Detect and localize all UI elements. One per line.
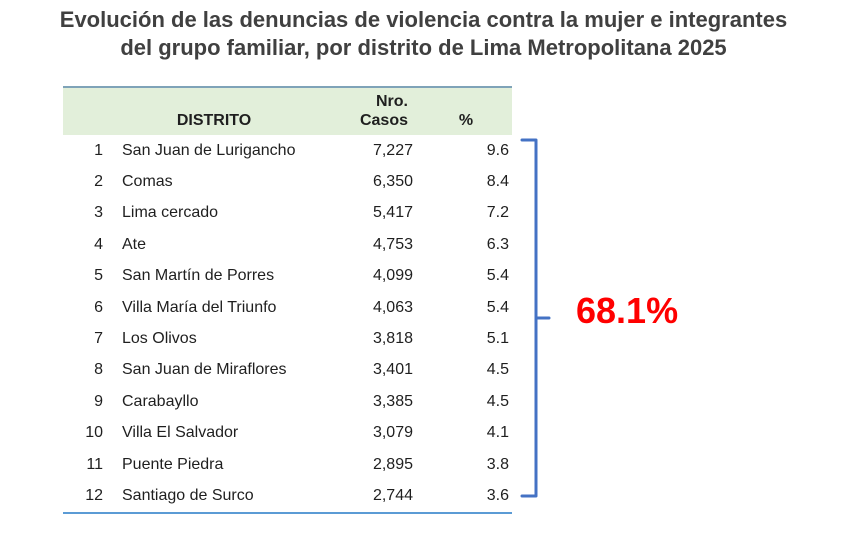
table-row: 11 Puente Piedra 2,895 3.8 <box>63 449 512 480</box>
page-title-line2: del grupo familiar, por distrito de Lima… <box>120 35 727 60</box>
row-district: San Juan de Lurigancho <box>122 141 296 159</box>
row-district: Carabayllo <box>122 392 199 410</box>
header-cases-line1: Nro. <box>376 93 408 110</box>
row-pct: 5.1 <box>486 330 509 348</box>
row-district: Villa María del Triunfo <box>122 298 277 316</box>
row-district: San Martín de Porres <box>122 267 275 285</box>
row-district: Ate <box>122 235 147 253</box>
row-rank: 1 <box>94 141 103 159</box>
row-rank: 4 <box>94 235 103 253</box>
row-rank: 11 <box>86 455 103 473</box>
page-title-line1: Evolución de las denuncias de violencia … <box>59 7 788 32</box>
brace-bracket <box>520 138 551 498</box>
row-cases: 2,744 <box>372 486 413 504</box>
table-row: 12 Santiago de Surco 2,744 3.6 <box>63 480 512 511</box>
table-row: 8 San Juan de Miraflores 3,401 4.5 <box>63 355 512 386</box>
row-rank: 2 <box>94 173 103 191</box>
table-row: 6 Villa María del Triunfo 4,063 5.4 <box>63 292 512 323</box>
header-cases-line2: Casos <box>359 112 408 129</box>
row-pct: 4.1 <box>486 424 509 442</box>
row-cases: 7,227 <box>372 141 413 159</box>
total-percentage-label: 68.1% <box>576 290 679 331</box>
row-pct: 3.8 <box>486 455 509 473</box>
row-pct: 4.5 <box>486 392 509 410</box>
table-row: 7 Los Olivos 3,818 5.1 <box>63 323 512 354</box>
row-rank: 7 <box>94 330 103 348</box>
table-row: 1 San Juan de Lurigancho 7,227 9.6 <box>63 135 512 166</box>
row-cases: 4,099 <box>372 267 413 285</box>
row-rank: 5 <box>94 267 103 285</box>
row-pct: 5.4 <box>486 267 509 285</box>
table-row: 3 Lima cercado 5,417 7.2 <box>63 198 512 229</box>
row-rank: 9 <box>94 392 103 410</box>
row-district: Puente Piedra <box>122 455 224 473</box>
row-pct: 5.4 <box>486 298 509 316</box>
table-row: 2 Comas 6,350 8.4 <box>63 166 512 197</box>
row-cases: 4,063 <box>372 298 413 316</box>
table-header-row: DISTRITO Nro. Casos % <box>63 88 512 135</box>
districts-table: DISTRITO Nro. Casos % 1 San Juan de Luri… <box>63 86 512 514</box>
row-rank: 12 <box>85 486 103 504</box>
table-row: 5 San Martín de Porres 4,099 5.4 <box>63 261 512 292</box>
row-pct: 8.4 <box>486 173 509 191</box>
row-pct: 7.2 <box>486 204 509 222</box>
row-pct: 6.3 <box>486 235 509 253</box>
row-cases: 4,753 <box>372 235 413 253</box>
row-cases: 3,401 <box>372 361 413 379</box>
row-rank: 8 <box>94 361 103 379</box>
header-district: DISTRITO <box>176 112 252 129</box>
table-row: 4 Ate 4,753 6.3 <box>63 229 512 260</box>
table-body: 1 San Juan de Lurigancho 7,227 9.6 2 Com… <box>63 135 512 512</box>
row-cases: 2,895 <box>372 455 413 473</box>
row-district: San Juan de Miraflores <box>122 361 287 379</box>
header-cases: Nro. Casos <box>320 92 420 130</box>
row-rank: 3 <box>94 204 103 222</box>
row-pct: 4.5 <box>486 361 509 379</box>
row-cases: 3,818 <box>372 330 413 348</box>
header-pct: % <box>458 112 474 129</box>
row-district: Comas <box>122 173 173 191</box>
row-rank: 6 <box>94 298 103 316</box>
page-title: Evolución de las denuncias de violencia … <box>0 6 847 62</box>
row-district: Santiago de Surco <box>122 486 254 504</box>
row-district: Los Olivos <box>122 330 197 348</box>
row-cases: 3,385 <box>372 392 413 410</box>
row-cases: 3,079 <box>372 424 413 442</box>
row-cases: 5,417 <box>372 204 413 222</box>
row-rank: 10 <box>85 424 103 442</box>
row-pct: 3.6 <box>486 486 509 504</box>
row-district: Lima cercado <box>122 204 219 222</box>
table-row: 9 Carabayllo 3,385 4.5 <box>63 386 512 417</box>
row-cases: 6,350 <box>372 173 413 191</box>
table-row: 10 Villa El Salvador 3,079 4.1 <box>63 418 512 449</box>
row-district: Villa El Salvador <box>122 424 239 442</box>
row-pct: 9.6 <box>486 141 509 159</box>
